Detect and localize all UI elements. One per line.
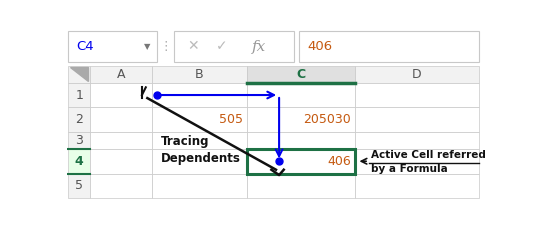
Bar	[68, 107, 90, 132]
Text: 5: 5	[75, 179, 83, 192]
Text: by a Formula: by a Formula	[371, 164, 447, 174]
Bar	[152, 149, 247, 174]
Bar	[152, 132, 247, 149]
Bar	[247, 83, 355, 107]
Text: B: B	[195, 68, 203, 81]
Text: 3: 3	[75, 134, 83, 147]
Text: 2: 2	[75, 113, 83, 126]
Bar	[90, 107, 152, 132]
Text: ▼: ▼	[144, 42, 151, 51]
Bar	[68, 66, 90, 83]
Bar	[354, 172, 357, 176]
Bar	[90, 83, 152, 107]
Bar	[68, 132, 90, 149]
Bar	[355, 174, 479, 198]
Bar	[355, 149, 479, 174]
Bar	[174, 31, 294, 62]
Text: Tracing
Dependents: Tracing Dependents	[161, 135, 241, 165]
Bar	[68, 83, 90, 107]
Text: 505: 505	[219, 113, 242, 126]
Bar	[68, 149, 90, 174]
Text: 205030: 205030	[303, 113, 351, 126]
Text: C4: C4	[76, 40, 93, 53]
Bar	[68, 31, 158, 62]
Bar	[68, 174, 90, 198]
Text: ⋮: ⋮	[160, 40, 172, 53]
Bar	[152, 66, 247, 83]
Bar	[299, 31, 479, 62]
Text: fx: fx	[252, 40, 266, 54]
Bar	[247, 174, 355, 198]
Text: Active Cell referred: Active Cell referred	[371, 150, 485, 161]
Text: 406: 406	[307, 40, 332, 53]
Bar	[247, 149, 355, 174]
Bar	[355, 83, 479, 107]
Bar	[152, 107, 247, 132]
Text: C: C	[296, 68, 305, 81]
Polygon shape	[70, 67, 89, 81]
Text: D: D	[412, 68, 422, 81]
Bar	[355, 66, 479, 83]
Bar	[90, 66, 152, 83]
Text: 1: 1	[75, 89, 83, 102]
Bar	[355, 107, 479, 132]
Bar	[90, 149, 152, 174]
Bar	[355, 132, 479, 149]
Bar	[90, 132, 152, 149]
Text: 4: 4	[75, 155, 83, 168]
Bar	[152, 174, 247, 198]
Text: A: A	[117, 68, 125, 81]
Bar	[247, 132, 355, 149]
Bar	[247, 149, 355, 174]
Bar	[90, 174, 152, 198]
Bar	[247, 107, 355, 132]
Bar	[152, 83, 247, 107]
Text: ✓: ✓	[216, 40, 227, 54]
Text: 406: 406	[327, 155, 351, 168]
Text: ✕: ✕	[187, 40, 199, 54]
Bar	[247, 66, 355, 83]
